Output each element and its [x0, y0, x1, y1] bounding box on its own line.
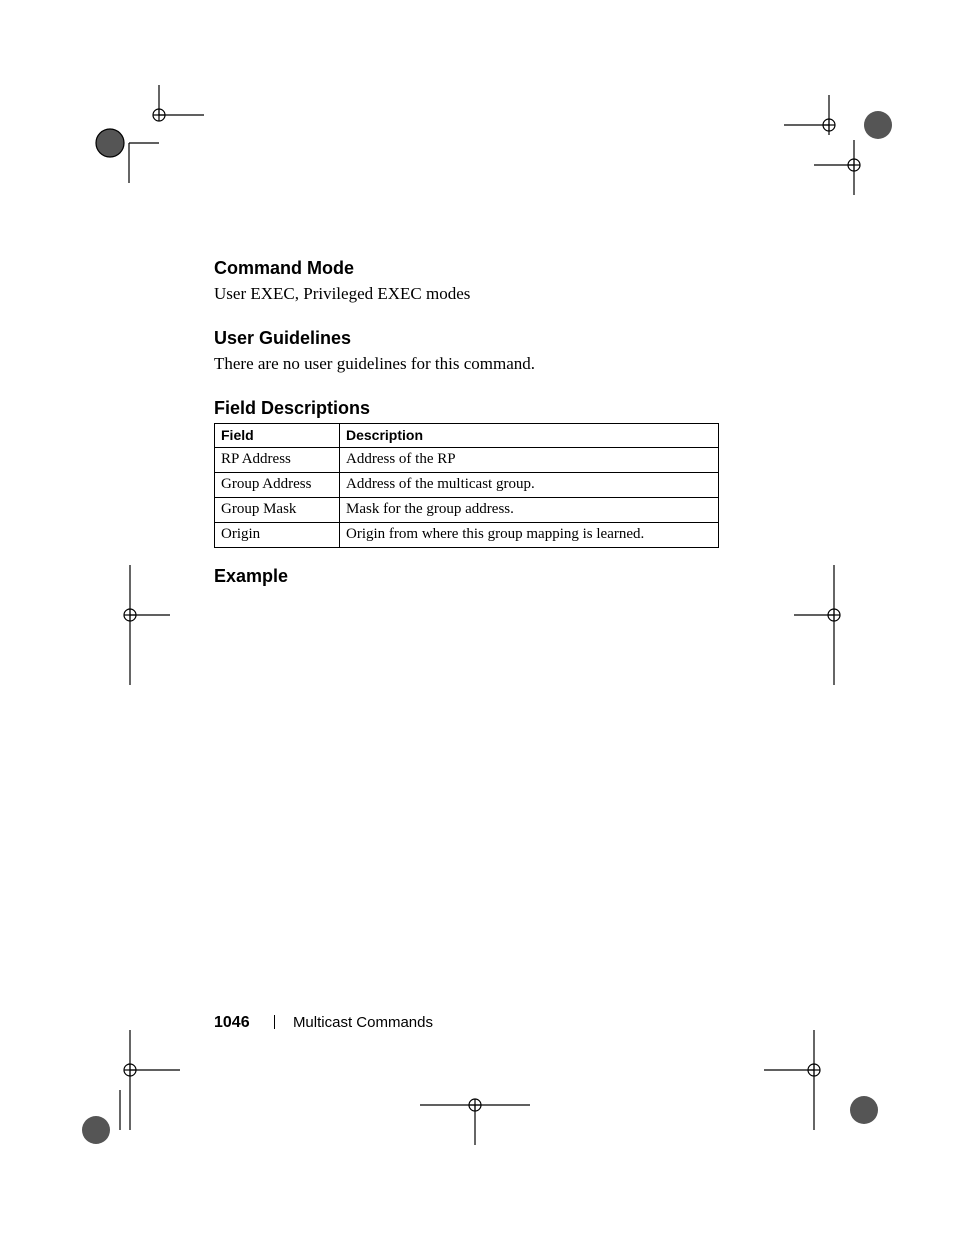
cell-desc: Address of the RP: [340, 447, 719, 472]
cropmark-bot-right: [764, 1030, 894, 1180]
cell-desc: Mask for the group address.: [340, 497, 719, 522]
page-content: Command Mode User EXEC, Privileged EXEC …: [214, 258, 734, 591]
cropmark-bot-mid: [420, 1065, 530, 1145]
cropmark-top-right-2: [814, 140, 894, 220]
footer-separator: [274, 1015, 275, 1029]
table-row: RP Address Address of the RP: [215, 447, 719, 472]
cell-field: Group Address: [215, 472, 340, 497]
th-field: Field: [215, 423, 340, 447]
cropmark-top-left: [94, 85, 204, 195]
cropmark-top-right: [784, 85, 894, 195]
table-header-row: Field Description: [215, 423, 719, 447]
heading-field-descriptions: Field Descriptions: [214, 398, 734, 419]
cell-field: Group Mask: [215, 497, 340, 522]
page-number: 1046: [214, 1014, 250, 1031]
cropmark-bot-left: [70, 1030, 200, 1180]
cell-desc: Origin from where this group mapping is …: [340, 522, 719, 547]
heading-command-mode: Command Mode: [214, 258, 734, 279]
text-command-mode: User EXEC, Privileged EXEC modes: [214, 283, 734, 306]
table-row: Group Address Address of the multicast g…: [215, 472, 719, 497]
cell-desc: Address of the multicast group.: [340, 472, 719, 497]
table-row: Group Mask Mask for the group address.: [215, 497, 719, 522]
field-descriptions-table: Field Description RP Address Address of …: [214, 423, 719, 548]
heading-example: Example: [214, 566, 734, 587]
cell-field: Origin: [215, 522, 340, 547]
table-row: Origin Origin from where this group mapp…: [215, 522, 719, 547]
cropmark-mid-right: [794, 565, 894, 685]
cropmark-mid-left: [70, 565, 170, 685]
page-footer: 1046 Multicast Commands: [214, 1014, 433, 1032]
cell-field: RP Address: [215, 447, 340, 472]
chapter-title: Multicast Commands: [293, 1014, 433, 1031]
th-description: Description: [340, 423, 719, 447]
heading-user-guidelines: User Guidelines: [214, 328, 734, 349]
text-user-guidelines: There are no user guidelines for this co…: [214, 353, 734, 376]
